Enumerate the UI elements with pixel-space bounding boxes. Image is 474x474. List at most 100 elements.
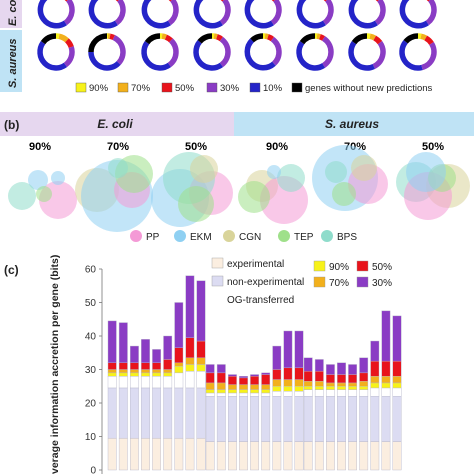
bar-segment bbox=[118, 372, 128, 377]
bar-segment bbox=[381, 387, 391, 397]
legend-label: non-experimental bbox=[227, 277, 304, 288]
bar-segment bbox=[337, 362, 346, 375]
bar-segment bbox=[348, 389, 357, 397]
bar-segment bbox=[326, 396, 335, 442]
legend-swatch bbox=[211, 275, 224, 287]
bar-segment bbox=[303, 389, 313, 397]
legend-swatch bbox=[206, 82, 218, 93]
bar-segment bbox=[359, 381, 369, 387]
bar-segment bbox=[227, 384, 237, 390]
bar-segment bbox=[227, 389, 237, 394]
legend-label: 30% bbox=[372, 278, 392, 289]
bar-segment bbox=[348, 364, 357, 375]
bar-segment bbox=[392, 315, 402, 362]
bar-segment bbox=[174, 347, 184, 364]
venn-circle bbox=[28, 170, 48, 190]
bar-segment bbox=[118, 369, 128, 374]
bar-segment bbox=[174, 437, 184, 471]
bar-segment bbox=[227, 392, 237, 397]
bar-segment bbox=[250, 441, 259, 471]
y-tick-label: 20 bbox=[85, 399, 97, 410]
bar-segment bbox=[227, 396, 237, 442]
bar-segment bbox=[141, 387, 150, 439]
bar-segment bbox=[216, 372, 226, 384]
bar-segment bbox=[163, 387, 173, 439]
bar-segment bbox=[294, 396, 304, 442]
bar-segment bbox=[392, 441, 402, 471]
bar-segment bbox=[303, 370, 313, 382]
bar-segment bbox=[337, 382, 346, 387]
bar-segment bbox=[337, 386, 346, 390]
bar-segment bbox=[272, 441, 282, 471]
legend-swatch bbox=[278, 230, 290, 242]
bar-segment bbox=[107, 376, 117, 389]
bar-segment bbox=[381, 376, 391, 384]
donut-segment bbox=[296, 40, 326, 71]
legend-swatch bbox=[130, 230, 142, 242]
bar-segment bbox=[196, 370, 206, 389]
column-labels: 90% 70% 50% 90% 70% 50% bbox=[29, 141, 444, 153]
bar-segment bbox=[239, 376, 248, 379]
donut-segment bbox=[348, 0, 378, 29]
bar-segment bbox=[185, 364, 195, 372]
y-tick-label: 10 bbox=[85, 432, 97, 443]
venn-cluster bbox=[238, 164, 308, 224]
legend-swatch bbox=[356, 260, 369, 272]
bar-segment bbox=[152, 376, 161, 389]
bar-segment bbox=[370, 376, 380, 384]
donut-segment bbox=[40, 33, 57, 45]
bar-segment bbox=[250, 389, 259, 394]
donut-chart bbox=[88, 33, 126, 71]
bar-segment bbox=[272, 391, 282, 397]
donut-segment bbox=[164, 34, 173, 43]
donut-segment bbox=[64, 38, 74, 49]
bar-segment bbox=[152, 349, 161, 363]
donut-chart bbox=[296, 33, 334, 71]
bar-segment bbox=[205, 396, 215, 442]
donut-segment bbox=[141, 0, 171, 29]
legend-a: 90% 70% 50% 30% 10% genes without new predict… bbox=[75, 82, 433, 94]
bar-segment bbox=[370, 441, 380, 471]
bar-segment bbox=[272, 386, 282, 392]
donut-segment bbox=[321, 36, 334, 68]
panel-b: (b) E. coli S. aureus 90% 70% 50% 90% 70… bbox=[0, 112, 474, 243]
donut-segment bbox=[348, 40, 375, 71]
donut-chart bbox=[244, 0, 282, 29]
bar-segment bbox=[261, 441, 271, 471]
venn-circle bbox=[108, 158, 128, 178]
donut-segment bbox=[88, 33, 108, 53]
donut-segment bbox=[88, 0, 118, 29]
donut-segment bbox=[420, 33, 428, 41]
bar-segment bbox=[205, 389, 215, 394]
bar-segment bbox=[152, 437, 161, 471]
legend-label: TEP bbox=[294, 232, 314, 243]
y-axis-label: verage information accretion per gene (b… bbox=[49, 255, 61, 474]
legend-label: 70% bbox=[329, 278, 349, 289]
bar-segment bbox=[152, 372, 161, 377]
bar-segment bbox=[107, 387, 117, 439]
bar-segment bbox=[314, 381, 324, 387]
donut-segment bbox=[374, 0, 386, 26]
bar-segment bbox=[196, 280, 206, 342]
bar-segment bbox=[370, 340, 380, 362]
bar-segment bbox=[348, 386, 357, 390]
bar-segment bbox=[250, 384, 259, 390]
venn-circle bbox=[277, 164, 305, 192]
donut-segment bbox=[351, 33, 368, 45]
bar-segment bbox=[239, 377, 248, 385]
donut-segment bbox=[219, 36, 231, 68]
donut-segment bbox=[88, 51, 121, 71]
bar-segment bbox=[348, 382, 357, 387]
bar-segment bbox=[326, 386, 335, 390]
bar-segment bbox=[283, 379, 293, 387]
donut-segment bbox=[213, 33, 218, 40]
donut-chart bbox=[348, 0, 386, 29]
donut-segment bbox=[58, 33, 69, 43]
y-tick-label: 40 bbox=[85, 332, 97, 343]
bar-segment bbox=[118, 387, 128, 439]
venn-cluster bbox=[312, 145, 388, 211]
bar-segment bbox=[196, 437, 206, 471]
bar-segment bbox=[314, 441, 324, 471]
bar-segment bbox=[141, 376, 150, 389]
